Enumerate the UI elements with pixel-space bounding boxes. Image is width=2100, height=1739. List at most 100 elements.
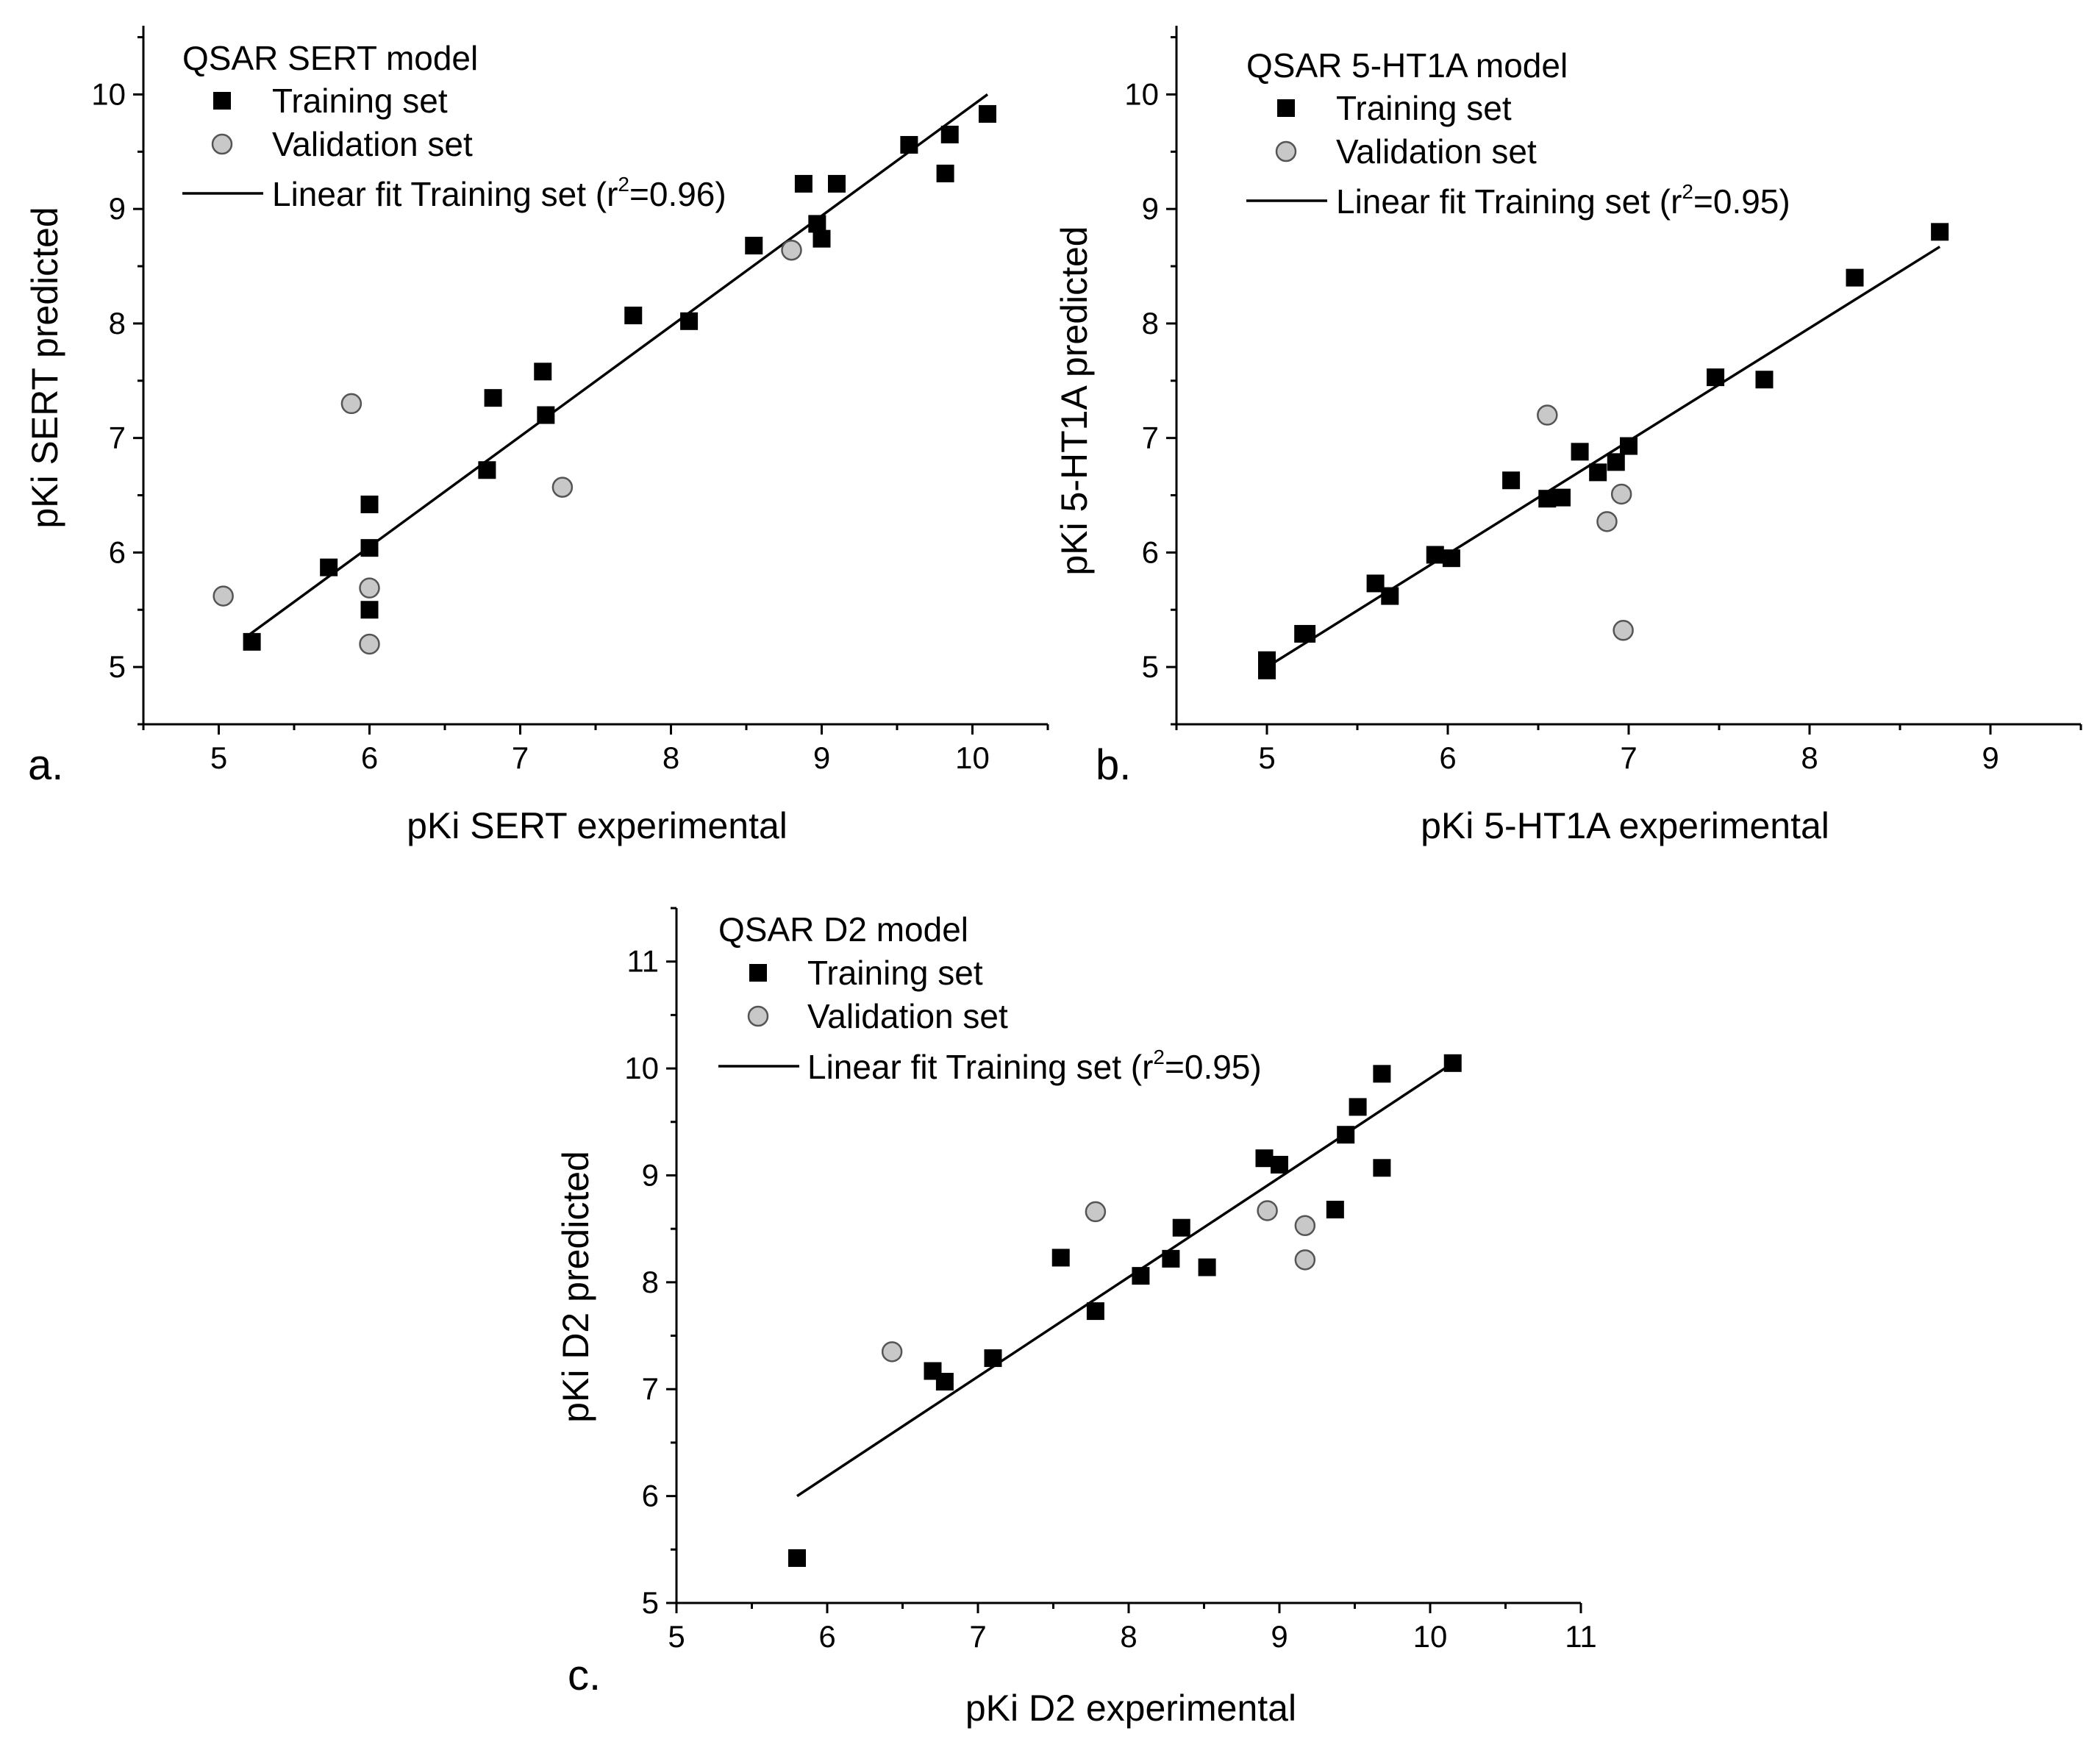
fit-line — [1266, 246, 1941, 668]
training-point — [1381, 587, 1399, 605]
training-point — [1443, 1054, 1462, 1072]
validation-point — [551, 476, 574, 498]
training-point — [984, 1349, 1002, 1368]
training-point — [1298, 624, 1316, 643]
legend: QSAR 5-HT1A model Training set Validatio… — [1246, 46, 1790, 221]
x-tick-label: 9 — [813, 740, 830, 775]
legend-validation-label: Validation set — [1336, 132, 1537, 171]
legend-validation-marker — [747, 1005, 769, 1027]
x-tick-label: 7 — [1620, 740, 1637, 775]
x-tick-label: 10 — [1413, 1619, 1448, 1654]
x-tick-label: 7 — [969, 1619, 986, 1654]
validation-point — [1613, 620, 1634, 641]
training-point — [1373, 1065, 1391, 1083]
legend-validation-marker — [1275, 140, 1297, 163]
training-point — [1552, 488, 1571, 507]
y-tick-label: 5 — [1142, 649, 1159, 684]
legend-training-marker — [749, 964, 767, 982]
training-point — [1172, 1218, 1190, 1237]
legend-validation-label: Validation set — [807, 997, 1008, 1035]
legend-training-marker — [213, 92, 231, 110]
x-tick-label: 9 — [1271, 1619, 1288, 1654]
validation-point — [1294, 1249, 1316, 1271]
x-axis-title: pKi 5-HT1A experimental — [1421, 805, 1829, 846]
y-tick-label: 9 — [642, 1157, 659, 1192]
x-tick-label: 8 — [1120, 1619, 1137, 1654]
training-point — [828, 174, 846, 193]
training-point — [1258, 661, 1276, 679]
training-point — [537, 406, 555, 424]
training-point — [1707, 368, 1725, 387]
x-tick-label: 11 — [1565, 1619, 1597, 1654]
legend-validation-marker — [211, 133, 233, 155]
x-tick-label: 6 — [361, 740, 378, 775]
validation-point — [881, 1341, 903, 1363]
training-point — [1255, 1149, 1274, 1168]
training-point — [1931, 223, 1949, 241]
training-point — [935, 1373, 954, 1391]
y-axis-title: pKi SERT predicted — [24, 207, 65, 528]
training-point — [940, 125, 959, 143]
panel-label: b. — [1096, 741, 1131, 789]
training-point — [788, 1549, 806, 1567]
x-tick-label: 7 — [512, 740, 529, 775]
y-tick-label: 5 — [642, 1585, 659, 1620]
x-tick-label: 6 — [818, 1619, 835, 1654]
x-tick-label: 10 — [955, 740, 990, 775]
training-point — [1620, 437, 1638, 455]
y-tick-label: 8 — [1142, 306, 1159, 340]
y-tick-label: 7 — [1142, 421, 1159, 455]
x-axis-title: pKi D2 experimental — [965, 1688, 1296, 1729]
y-tick-label: 10 — [1124, 76, 1159, 111]
x-axis-title: pKi SERT experimental — [407, 805, 788, 846]
training-point — [1571, 443, 1589, 461]
y-tick-label: 9 — [1142, 191, 1159, 226]
y-axis-title: pKi 5-HT1A predicted — [1054, 226, 1095, 575]
validation-point — [781, 239, 802, 261]
training-point — [900, 135, 918, 154]
validation-point — [1294, 1215, 1316, 1237]
y-tick-label: 6 — [109, 535, 126, 569]
y-tick-label: 11 — [626, 944, 659, 979]
plot-area: 5 6 7 8 9 10 5 6 7 8 9 10 — [91, 26, 1049, 775]
panel-label: c. — [568, 1651, 601, 1699]
training-point — [1349, 1098, 1367, 1116]
y-tick-label: 5 — [109, 649, 126, 684]
legend-title: QSAR SERT model — [182, 39, 478, 77]
panel-label: a. — [28, 741, 63, 789]
validation-point — [1610, 483, 1632, 505]
validation-point — [340, 393, 362, 415]
x-tick-label: 5 — [210, 740, 227, 775]
training-point — [1442, 549, 1460, 568]
validation-point — [213, 585, 234, 607]
training-point — [624, 307, 643, 325]
y-tick-label: 7 — [642, 1371, 659, 1406]
x-tick-label: 6 — [1439, 740, 1456, 775]
training-point — [1846, 268, 1864, 287]
plot-area: 5 6 7 8 9 5 6 7 8 9 10 — [1124, 26, 2082, 775]
training-point — [794, 174, 813, 193]
y-tick-label: 6 — [1142, 535, 1159, 569]
legend-validation-label: Validation set — [272, 125, 473, 163]
training-point — [484, 389, 502, 407]
x-tick-label: 5 — [1258, 740, 1275, 775]
training-point — [360, 601, 379, 619]
training-point — [1198, 1258, 1216, 1276]
training-point — [534, 363, 552, 381]
training-point — [813, 229, 831, 248]
training-point — [1502, 471, 1521, 490]
training-point — [1755, 371, 1774, 389]
y-tick-label: 10 — [91, 76, 126, 111]
legend: QSAR SERT model Training set Validation … — [182, 39, 726, 213]
training-point — [1132, 1267, 1150, 1285]
legend-fit-label: Linear fit Training set (r2=0.95) — [1336, 180, 1790, 221]
y-tick-label: 8 — [109, 306, 126, 340]
training-point — [360, 539, 379, 557]
validation-point — [1537, 404, 1558, 426]
legend-training-label: Training set — [272, 82, 448, 120]
legend-training-marker — [1277, 99, 1295, 117]
training-point — [1326, 1200, 1344, 1218]
training-point — [360, 495, 379, 513]
